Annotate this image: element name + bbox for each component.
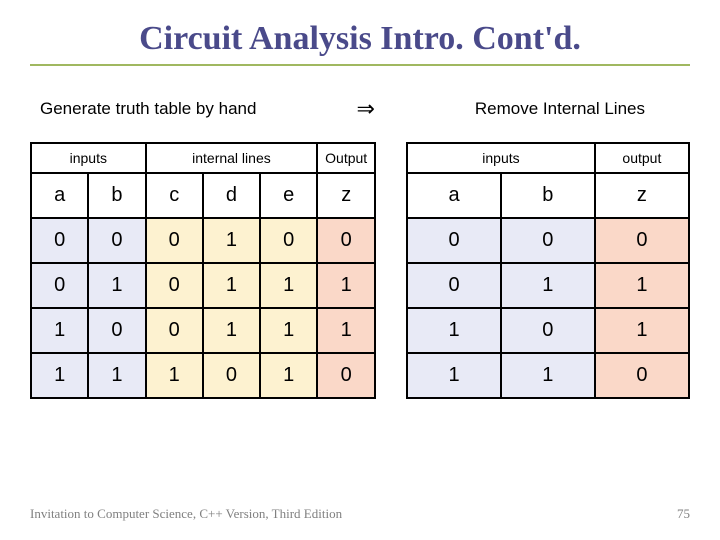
table-cell: 1 <box>407 308 501 353</box>
table-cell: 0 <box>595 353 689 398</box>
page-title: Circuit Analysis Intro. Cont'd. <box>30 20 690 58</box>
column-header: z <box>317 173 375 218</box>
footer-text: Invitation to Computer Science, C++ Vers… <box>30 506 342 522</box>
table-cell: 1 <box>317 263 375 308</box>
footer: Invitation to Computer Science, C++ Vers… <box>30 506 690 522</box>
group-header: inputs <box>31 143 146 173</box>
table-cell: 1 <box>407 353 501 398</box>
table-cell: 0 <box>260 218 317 263</box>
table-cell: 1 <box>595 308 689 353</box>
arrow-icon: ⇒ <box>356 96 374 122</box>
column-header: b <box>88 173 145 218</box>
group-header: internal lines <box>146 143 318 173</box>
table-row: 011 <box>407 263 689 308</box>
group-header-row: inputsinternal linesOutput <box>31 143 375 173</box>
table-cell: 1 <box>501 353 595 398</box>
table-row: 000 <box>407 218 689 263</box>
column-header: z <box>595 173 689 218</box>
table-cell: 1 <box>260 308 317 353</box>
table-cell: 1 <box>260 263 317 308</box>
table-cell: 0 <box>407 263 501 308</box>
page-number: 75 <box>677 506 690 522</box>
table-cell: 0 <box>88 218 145 263</box>
table-cell: 1 <box>31 308 88 353</box>
table-cell: 1 <box>88 263 145 308</box>
column-header: d <box>203 173 260 218</box>
table-cell: 1 <box>88 353 145 398</box>
table-row: 111010 <box>31 353 375 398</box>
group-header: inputs <box>407 143 595 173</box>
table-cell: 0 <box>407 218 501 263</box>
subtitle-right: Remove Internal Lines <box>475 99 645 119</box>
subtitle-row: Generate truth table by hand ⇒ Remove In… <box>30 96 690 122</box>
table-cell: 1 <box>595 263 689 308</box>
table-cell: 1 <box>146 353 203 398</box>
table-cell: 0 <box>501 308 595 353</box>
table-cell: 1 <box>203 218 260 263</box>
table-row: 000100 <box>31 218 375 263</box>
column-header-row: abcdez <box>31 173 375 218</box>
tables-container: inputsinternal linesOutput abcdez 000100… <box>30 142 690 399</box>
table-cell: 1 <box>260 353 317 398</box>
truth-table-simplified: inputsoutput abz 000011101110 <box>406 142 690 399</box>
table-cell: 0 <box>146 263 203 308</box>
column-header: e <box>260 173 317 218</box>
table-cell: 0 <box>31 263 88 308</box>
table-row: 101 <box>407 308 689 353</box>
table-cell: 0 <box>203 353 260 398</box>
table-cell: 0 <box>317 353 375 398</box>
column-header: b <box>501 173 595 218</box>
table-row: 110 <box>407 353 689 398</box>
subtitle-left: Generate truth table by hand <box>40 99 256 119</box>
table-cell: 0 <box>317 218 375 263</box>
table-cell: 0 <box>595 218 689 263</box>
group-header-row: inputsoutput <box>407 143 689 173</box>
truth-table-full: inputsinternal linesOutput abcdez 000100… <box>30 142 376 399</box>
table-cell: 0 <box>501 218 595 263</box>
table-cell: 0 <box>146 218 203 263</box>
table-cell: 1 <box>203 263 260 308</box>
table-cell: 0 <box>146 308 203 353</box>
table-row: 100111 <box>31 308 375 353</box>
column-header: a <box>31 173 88 218</box>
column-header: a <box>407 173 501 218</box>
table-cell: 1 <box>317 308 375 353</box>
table-row: 010111 <box>31 263 375 308</box>
table-cell: 1 <box>501 263 595 308</box>
table-cell: 0 <box>88 308 145 353</box>
column-header-row: abz <box>407 173 689 218</box>
table-cell: 1 <box>31 353 88 398</box>
table-cell: 1 <box>203 308 260 353</box>
table-cell: 0 <box>31 218 88 263</box>
column-header: c <box>146 173 203 218</box>
title-underline <box>30 64 690 66</box>
group-header: output <box>595 143 689 173</box>
group-header: Output <box>317 143 375 173</box>
